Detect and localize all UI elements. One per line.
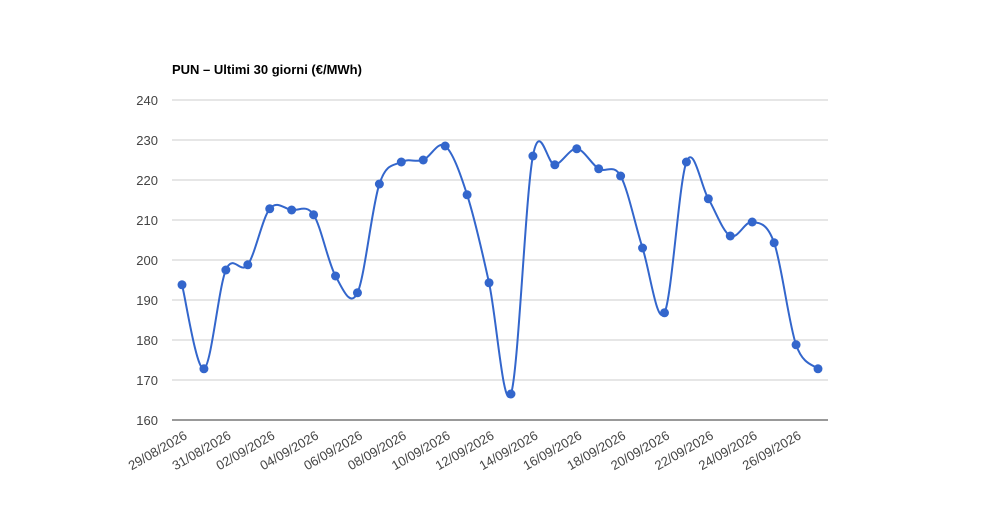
point <box>616 171 626 181</box>
point <box>440 141 450 151</box>
point <box>638 243 648 253</box>
point <box>550 160 560 170</box>
point <box>199 364 209 374</box>
point <box>659 308 669 318</box>
point <box>265 204 275 214</box>
point <box>769 238 779 248</box>
point <box>506 389 516 399</box>
point <box>243 260 253 270</box>
point <box>374 179 384 189</box>
y-tick-label: 230 <box>136 133 158 148</box>
point <box>309 210 319 220</box>
y-tick-label: 180 <box>136 333 158 348</box>
point <box>396 157 406 167</box>
point <box>484 278 494 288</box>
y-tick-label: 200 <box>136 253 158 268</box>
point <box>747 217 757 227</box>
y-tick-label: 240 <box>136 93 158 108</box>
point <box>352 288 362 298</box>
point <box>462 190 472 200</box>
point <box>813 364 823 374</box>
point <box>594 164 604 174</box>
point <box>287 205 297 215</box>
point <box>331 271 341 281</box>
chart-title: PUN – Ultimi 30 giorni (€/MWh) <box>172 62 362 77</box>
y-tick-label: 220 <box>136 173 158 188</box>
point <box>725 231 735 241</box>
point <box>221 265 231 275</box>
y-tick-label: 210 <box>136 213 158 228</box>
y-tick-label: 160 <box>136 413 158 428</box>
point <box>528 151 538 161</box>
point <box>177 280 187 290</box>
point <box>572 144 582 154</box>
point <box>791 340 801 350</box>
point <box>418 155 428 165</box>
point <box>703 194 713 204</box>
y-tick-label: 170 <box>136 373 158 388</box>
point <box>681 157 691 167</box>
y-tick-label: 190 <box>136 293 158 308</box>
